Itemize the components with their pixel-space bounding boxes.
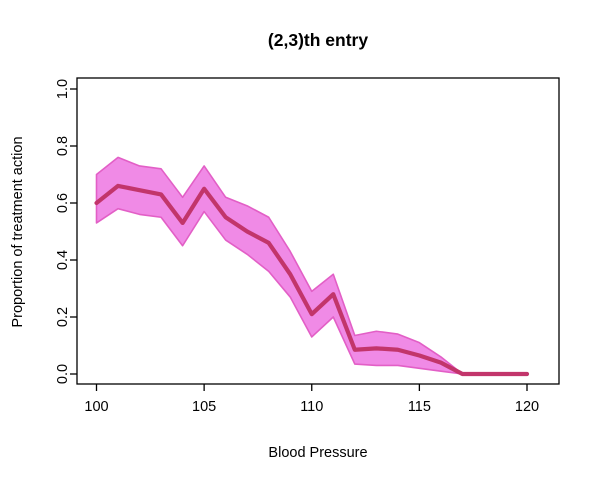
y-axis-title: Proportion of treatment action bbox=[10, 136, 26, 327]
chart-title: (2,3)th entry bbox=[268, 30, 368, 50]
confidence-band-group bbox=[95, 156, 528, 375]
y-tick-label: 0.6 bbox=[55, 193, 71, 213]
y-tick-label: 0.2 bbox=[55, 307, 71, 327]
confidence-band bbox=[95, 156, 528, 375]
y-axis: 0.0 0.2 0.4 0.6 0.8 1.0 bbox=[55, 79, 77, 384]
x-axis: 100 105 110 115 120 bbox=[84, 384, 539, 415]
x-tick-label: 100 bbox=[84, 399, 108, 415]
x-tick-label: 115 bbox=[408, 399, 431, 415]
y-tick-label: 0.8 bbox=[55, 136, 71, 156]
mean-line-group bbox=[94, 183, 530, 377]
plot-border-box bbox=[76, 77, 560, 385]
y-tick-label: 1.0 bbox=[55, 79, 71, 99]
x-tick-label: 120 bbox=[515, 399, 539, 415]
x-axis-title: Blood Pressure bbox=[268, 445, 367, 461]
x-tick-label: 110 bbox=[300, 399, 323, 415]
y-tick-label: 0.4 bbox=[55, 250, 71, 270]
mean-line bbox=[94, 183, 530, 377]
x-tick-label: 105 bbox=[192, 399, 216, 415]
y-tick-label: 0.0 bbox=[55, 364, 71, 384]
